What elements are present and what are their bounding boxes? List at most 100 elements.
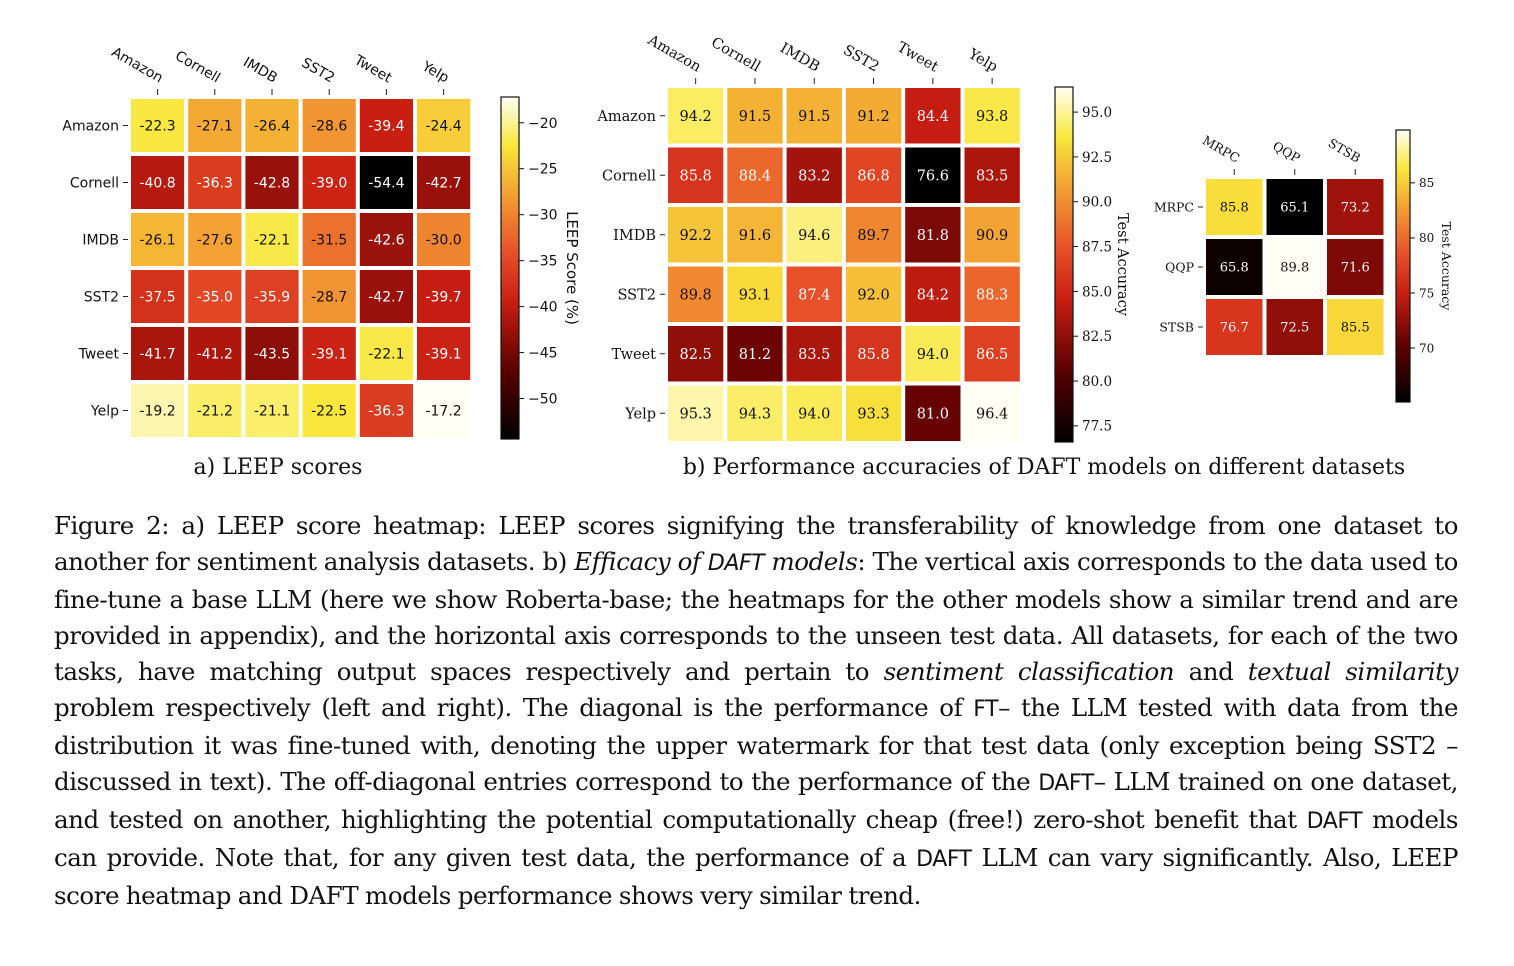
value-label-sst2-tweet: -42.7: [368, 290, 404, 306]
cell-imdb-cornell: [188, 213, 242, 266]
value-label-yelp-tweet: -36.3: [368, 404, 404, 420]
cell-cornell-sst2: [845, 147, 902, 203]
colorbar-tick-label-85-0: 85.0: [1082, 284, 1112, 300]
value-label-imdb-yelp: -30.0: [425, 233, 461, 249]
value-label-tweet-tweet: -22.1: [368, 347, 404, 363]
value-label-sst2-amazon: 89.8: [680, 287, 712, 303]
cell-imdb-tweet: [359, 213, 413, 266]
cell-cornell-tweet: [359, 156, 413, 209]
value-label-imdb-cornell: 91.6: [739, 228, 771, 244]
colorbar-tick-label-75: 75: [1419, 286, 1434, 300]
caption-part-4: – the LLM tested with data from the dist…: [54, 693, 1458, 796]
value-label-yelp-yelp: 96.4: [976, 406, 1008, 422]
col-label-mrpc: MRPC: [1200, 133, 1242, 166]
cell-cornell-yelp: [964, 147, 1020, 203]
value-label-tweet-yelp: -39.1: [425, 347, 461, 363]
caption-and: and: [1188, 657, 1234, 686]
colorbar-tick-label-80: 80: [1419, 231, 1434, 245]
value-label-tweet-yelp: 86.5: [976, 347, 1008, 363]
cell-sst2-tweet: [905, 266, 961, 322]
heatmap-similarity-accuracy: 85.8 65.1 73.2 65.8 89.8 71.6 76.7 72.5 85.5 MRPC…: [1154, 129, 1454, 403]
value-label-cornell-cornell: -36.3: [197, 176, 233, 192]
cell-tweet-amazon: [668, 326, 724, 382]
value-label-cornell-sst2: 86.8: [857, 168, 889, 184]
row-label-cornell: Cornell: [602, 168, 656, 184]
value-label-tweet-imdb: -43.5: [254, 347, 290, 363]
row-label-qqp: QQP: [1165, 260, 1194, 275]
value-label-stsb-qqp: 72.5: [1280, 321, 1309, 336]
value-label-cornell-amazon: -40.8: [139, 176, 175, 192]
row-label-mrpc: MRPC: [1154, 200, 1194, 215]
cell-sst2-amazon: [131, 270, 185, 323]
value-label-yelp-yelp: -17.2: [425, 404, 461, 420]
cell-amazon-tweet: [905, 88, 961, 144]
row-label-amazon: Amazon: [596, 109, 656, 125]
value-label-imdb-cornell: -27.6: [197, 233, 233, 249]
caption-efficacy-text: Efficacy of: [574, 547, 701, 576]
heatmap-daft-accuracy: 94.2 91.5 91.5 91.2 84.4 93.8 85.8 88.4 83.2 86.8…: [596, 32, 1130, 443]
cell-cornell-imdb: [245, 156, 299, 209]
colorbar: [500, 96, 520, 440]
cell-yelp-imdb: [245, 384, 299, 437]
value-label-amazon-yelp: -24.4: [425, 119, 461, 135]
caption-part-1: a) LEEP score heatmap: LEEP scores signi…: [54, 511, 1458, 576]
value-label-tweet-cornell: -41.2: [197, 347, 233, 363]
cell-cornell-yelp: [417, 156, 471, 209]
cell-imdb-amazon: [131, 213, 185, 266]
value-label-imdb-tweet: -42.6: [368, 233, 404, 249]
cell-yelp-cornell: [188, 384, 242, 437]
panel-a-label: a) LEEP scores: [194, 455, 363, 480]
colorbar-tick-label-87-5: 87.5: [1082, 239, 1112, 255]
cell-tweet-tweet: [905, 326, 961, 382]
colorbar-tick-label-85: 85: [1419, 176, 1434, 190]
cell-tweet-yelp: [417, 327, 471, 380]
colorbar-tick-label--20: −20: [528, 116, 558, 132]
value-label-sst2-cornell: -35.0: [197, 290, 233, 306]
value-label-yelp-sst2: -22.5: [311, 404, 347, 420]
caption-sentiment-classification: sentiment classification: [883, 657, 1175, 686]
colorbar-label: Test Accuracy: [1114, 213, 1130, 317]
colorbar-tick-label-70: 70: [1419, 341, 1434, 355]
colorbar-tick-label--50: −50: [528, 392, 558, 408]
colorbar-tick-label--30: −30: [528, 208, 558, 224]
value-label-sst2-imdb: -35.9: [254, 290, 290, 306]
caption-efficacy: Efficacy of DAFT models: [574, 547, 858, 576]
col-label-cornell: Cornell: [172, 48, 223, 86]
value-label-tweet-imdb: 83.5: [798, 347, 830, 363]
cell-tweet-sst2: [845, 326, 902, 382]
cell-cornell-tweet: [905, 147, 961, 203]
cell-tweet-tweet: [359, 327, 413, 380]
cell-sst2-sst2: [845, 266, 902, 322]
value-label-sst2-sst2: -28.7: [311, 290, 347, 306]
row-label-imdb: IMDB: [613, 228, 656, 244]
value-label-imdb-yelp: 90.9: [976, 228, 1008, 244]
cell-imdb-sst2: [845, 207, 902, 263]
cell-sst2-cornell: [188, 270, 242, 323]
cell-tweet-cornell: [727, 326, 783, 382]
colorbar-tick-label-92-5: 92.5: [1082, 150, 1112, 166]
cell-yelp-amazon: [131, 384, 185, 437]
cell-amazon-imdb: [245, 99, 299, 152]
row-label-tweet: Tweet: [78, 347, 120, 363]
row-label-stsb: STSB: [1159, 320, 1194, 335]
heatmap-leep-scores: -22.3 -27.1 -26.4 -28.6 -39.4 -24.4 -40.8 -36.3…: [62, 44, 581, 440]
value-label-sst2-cornell: 93.1: [739, 287, 771, 303]
caption-part-3: problem respectively (left and right). T…: [54, 693, 963, 722]
cell-sst2-imdb: [786, 266, 842, 322]
value-label-yelp-cornell: -21.2: [197, 404, 233, 420]
cell-yelp-yelp: [964, 385, 1020, 441]
cell-amazon-cornell: [727, 88, 783, 144]
caption-ft: FT: [973, 697, 999, 722]
value-label-cornell-yelp: -42.7: [425, 176, 461, 192]
value-label-yelp-sst2: 93.3: [857, 406, 889, 422]
value-label-imdb-tweet: 81.8: [917, 228, 949, 244]
colorbar-tick-label-80-0: 80.0: [1082, 374, 1112, 390]
colorbar-tick-label--35: −35: [528, 254, 558, 270]
cell-imdb-tweet: [905, 207, 961, 263]
value-label-yelp-imdb: -21.1: [254, 404, 290, 420]
value-label-qqp-stsb: 71.6: [1341, 261, 1370, 276]
cell-stsb-qqp: [1266, 299, 1323, 355]
value-label-amazon-cornell: 91.5: [739, 109, 771, 125]
col-label-tweet: Tweet: [351, 52, 395, 87]
value-label-yelp-amazon: -19.2: [139, 404, 175, 420]
